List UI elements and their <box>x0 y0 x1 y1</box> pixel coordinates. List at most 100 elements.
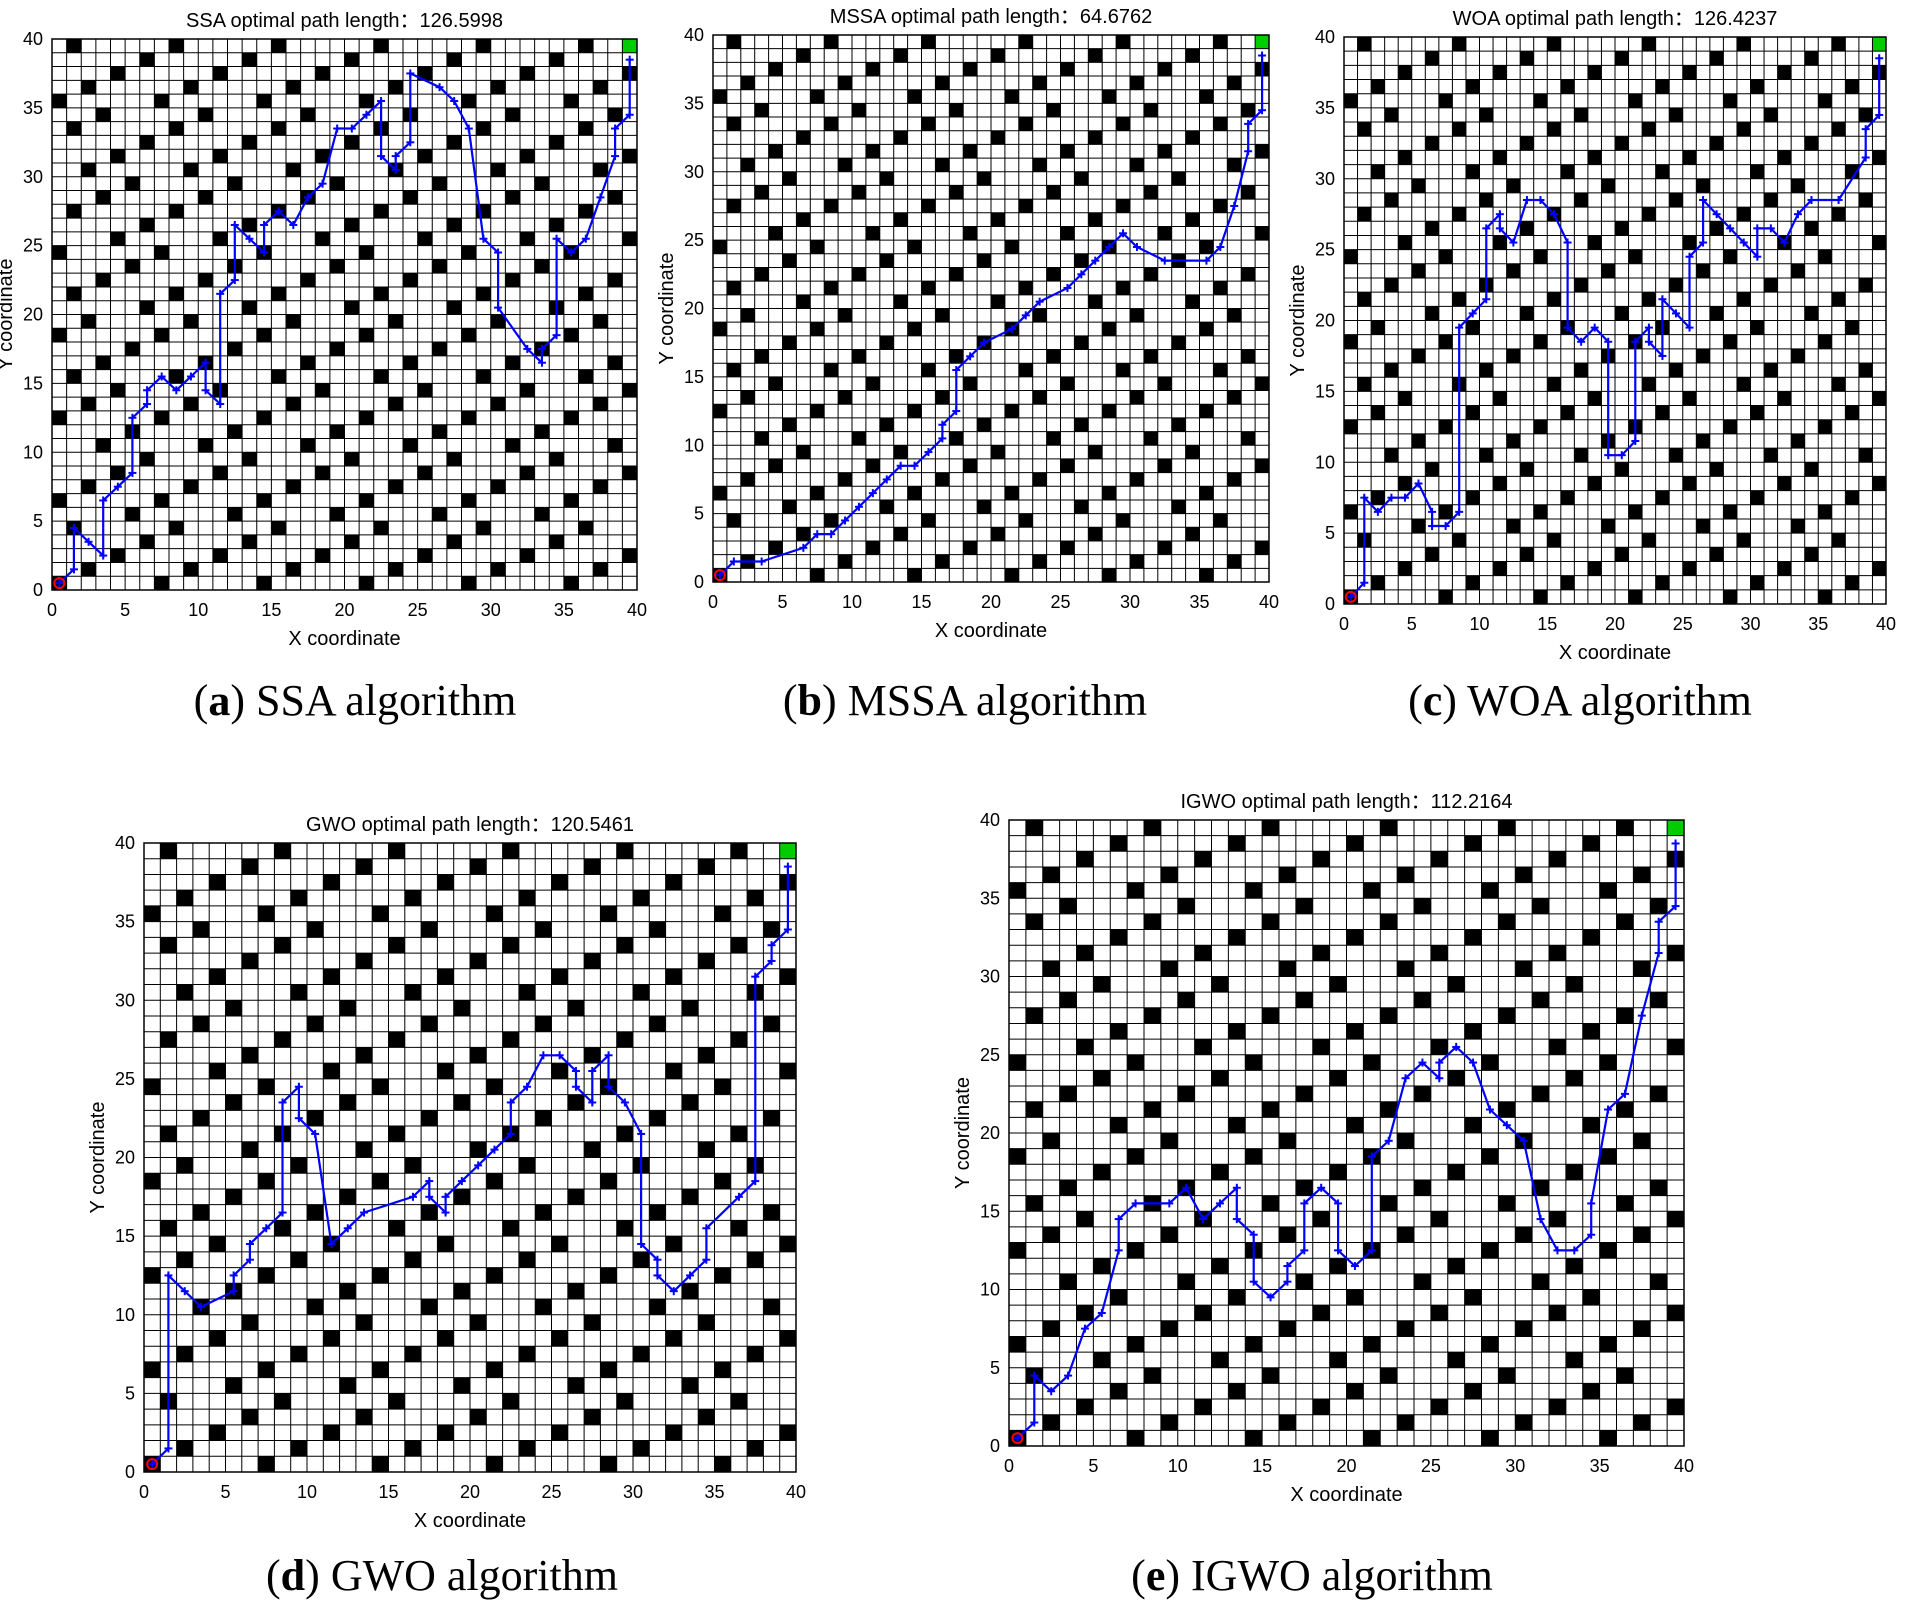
x-tick-label: 35 <box>1808 614 1828 634</box>
obstacle-cell <box>810 486 825 500</box>
obstacle-cell <box>1255 458 1269 473</box>
obstacle-cell <box>1682 235 1697 250</box>
obstacle-cell <box>726 35 741 49</box>
obstacle-cell <box>388 1220 405 1237</box>
y-tick-label: 10 <box>115 1305 135 1325</box>
obstacle-cell <box>1371 320 1385 335</box>
path-point <box>180 1287 189 1296</box>
obstacle-cell <box>388 80 403 95</box>
path-point <box>1283 1277 1292 1286</box>
obstacle-cell <box>1599 1148 1617 1165</box>
obstacle-cell <box>81 162 96 177</box>
path-point <box>441 1192 450 1201</box>
obstacle-cell <box>1199 240 1214 254</box>
obstacle-cell <box>1736 292 1751 307</box>
obstacle-cell <box>307 1204 324 1221</box>
obstacle-cell <box>1245 1148 1263 1165</box>
path-point <box>567 248 576 257</box>
obstacle-cell <box>1060 458 1075 473</box>
obstacle-cell <box>977 417 991 432</box>
obstacle-cell <box>865 62 880 77</box>
obstacle-cell <box>1363 1054 1381 1071</box>
y-tick-label: 5 <box>1325 523 1335 543</box>
obstacle-cell <box>1116 363 1130 377</box>
path-point <box>1030 1371 1039 1380</box>
obstacle-cell <box>1818 504 1832 519</box>
obstacle-cell <box>307 921 324 938</box>
x-tick-label: 35 <box>554 600 574 620</box>
path-point <box>1428 522 1437 531</box>
obstacle-cell <box>1791 263 1805 278</box>
obstacle-cell <box>1384 363 1399 378</box>
obstacle-cell <box>1547 292 1561 307</box>
obstacle-cell <box>160 1220 177 1237</box>
obstacle-cell <box>633 1346 650 1362</box>
plot-frame <box>143 842 797 1473</box>
path-point <box>1536 1215 1545 1224</box>
x-tick-label: 15 <box>1252 1456 1272 1476</box>
obstacle-cell <box>1565 976 1583 993</box>
obstacle-cell <box>1493 235 1507 250</box>
obstacle-cell <box>1160 960 1178 977</box>
obstacle-cell <box>1582 929 1600 946</box>
obstacle-cell <box>1009 1148 1026 1165</box>
path-point <box>1418 1058 1427 1067</box>
path-point <box>201 358 210 367</box>
path-point <box>1468 309 1477 318</box>
obstacle-cell <box>1547 37 1561 52</box>
obstacle-cell <box>1018 363 1033 377</box>
caption-d: (d) GWO algorithm <box>266 1551 618 1600</box>
path-point <box>143 400 152 409</box>
obstacle-cell <box>1818 249 1832 264</box>
obstacle-cell <box>1414 1179 1431 1196</box>
obstacle-cell <box>991 445 1005 459</box>
obstacle-cell <box>1533 93 1548 108</box>
obstacle-cell <box>1213 35 1228 49</box>
obstacle-cell <box>290 1251 307 1268</box>
obstacle-cell <box>824 363 839 377</box>
obstacle-cell <box>584 1047 601 1064</box>
obstacle-cell <box>549 52 564 67</box>
obstacle-cell <box>372 905 389 922</box>
obstacle-cell <box>1411 518 1426 534</box>
obstacle-cell <box>1398 561 1412 576</box>
obstacle-cell <box>1723 504 1737 519</box>
path-point <box>69 524 78 533</box>
path-point <box>1469 1058 1478 1067</box>
obstacle-cell <box>388 314 403 329</box>
obstacle-cell <box>1088 527 1103 541</box>
y-tick-label: 0 <box>125 1462 135 1482</box>
obstacle-cell <box>1479 448 1494 463</box>
path-point <box>1577 337 1586 346</box>
obstacle-cell <box>271 39 286 53</box>
obstacle-cell <box>535 1204 552 1221</box>
path-point <box>1753 224 1762 233</box>
obstacle-cell <box>1088 294 1103 309</box>
obstacle-cell <box>470 953 487 969</box>
obstacle-cell <box>1102 404 1117 418</box>
obstacle-cell <box>490 314 506 329</box>
obstacle-cell <box>1493 476 1507 491</box>
obstacle-cell <box>1228 835 1246 852</box>
obstacle-cell <box>403 190 418 205</box>
obstacle-cell <box>490 162 506 177</box>
obstacle-cell <box>1102 568 1117 582</box>
obstacle-cell <box>1171 417 1186 432</box>
obstacle-cell <box>470 1409 487 1425</box>
path-point <box>952 366 961 375</box>
obstacle-cell <box>1025 913 1043 930</box>
obstacle-cell <box>1116 281 1130 295</box>
path-point <box>1658 351 1667 360</box>
obstacle-cell <box>1255 144 1269 159</box>
obstacle-cell <box>681 1094 699 1111</box>
path-point <box>230 220 239 229</box>
obstacle-cell <box>549 218 564 232</box>
obstacle-cell <box>359 245 374 260</box>
obstacle-cell <box>1533 249 1548 264</box>
obstacle-cell <box>453 1188 470 1205</box>
obstacle-cell <box>1059 992 1077 1008</box>
obstacle-cell <box>1130 472 1144 487</box>
obstacle-cell <box>1464 1289 1482 1306</box>
obstacle-cell <box>1093 1070 1111 1087</box>
